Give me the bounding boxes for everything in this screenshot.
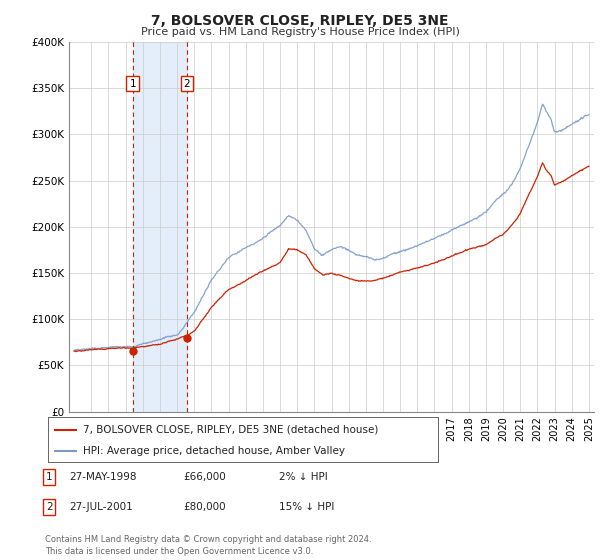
- Text: 1: 1: [130, 78, 136, 88]
- Text: 15% ↓ HPI: 15% ↓ HPI: [279, 502, 334, 512]
- Text: Price paid vs. HM Land Registry's House Price Index (HPI): Price paid vs. HM Land Registry's House …: [140, 27, 460, 37]
- Text: 7, BOLSOVER CLOSE, RIPLEY, DE5 3NE: 7, BOLSOVER CLOSE, RIPLEY, DE5 3NE: [151, 14, 449, 28]
- Text: 27-JUL-2001: 27-JUL-2001: [69, 502, 133, 512]
- Text: £80,000: £80,000: [183, 502, 226, 512]
- Text: 2: 2: [46, 502, 53, 512]
- Text: 1: 1: [46, 472, 53, 482]
- Bar: [133, 42, 187, 412]
- Text: 2% ↓ HPI: 2% ↓ HPI: [279, 472, 328, 482]
- Text: 7, BOLSOVER CLOSE, RIPLEY, DE5 3NE (detached house): 7, BOLSOVER CLOSE, RIPLEY, DE5 3NE (deta…: [83, 424, 379, 435]
- Text: HPI: Average price, detached house, Amber Valley: HPI: Average price, detached house, Ambe…: [83, 446, 345, 456]
- Text: 2: 2: [184, 78, 190, 88]
- Text: 27-MAY-1998: 27-MAY-1998: [69, 472, 137, 482]
- Text: £66,000: £66,000: [183, 472, 226, 482]
- Text: Contains HM Land Registry data © Crown copyright and database right 2024.
This d: Contains HM Land Registry data © Crown c…: [45, 535, 371, 556]
